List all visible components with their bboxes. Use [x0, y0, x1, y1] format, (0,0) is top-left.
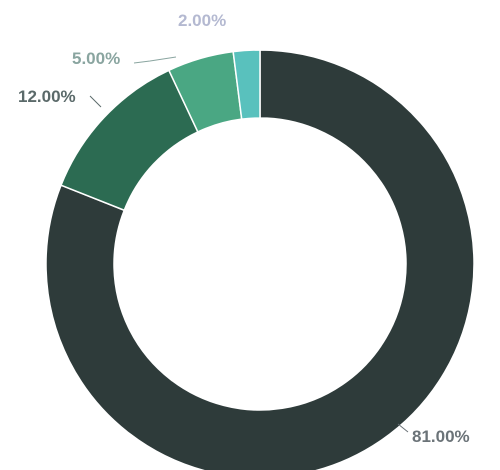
donut-slice-12	[60, 69, 199, 212]
leader-line-81	[397, 423, 409, 433]
leader-line-12	[89, 95, 102, 108]
leader-line-5	[133, 56, 177, 64]
slice-label-2: 2.00%	[178, 11, 226, 30]
donut-slice-81	[45, 49, 475, 470]
slice-label-81: 81.00%	[412, 427, 470, 446]
slice-label-12: 12.00%	[18, 87, 76, 106]
slice-label-5: 5.00%	[72, 49, 120, 68]
donut-slice-2	[232, 49, 261, 120]
